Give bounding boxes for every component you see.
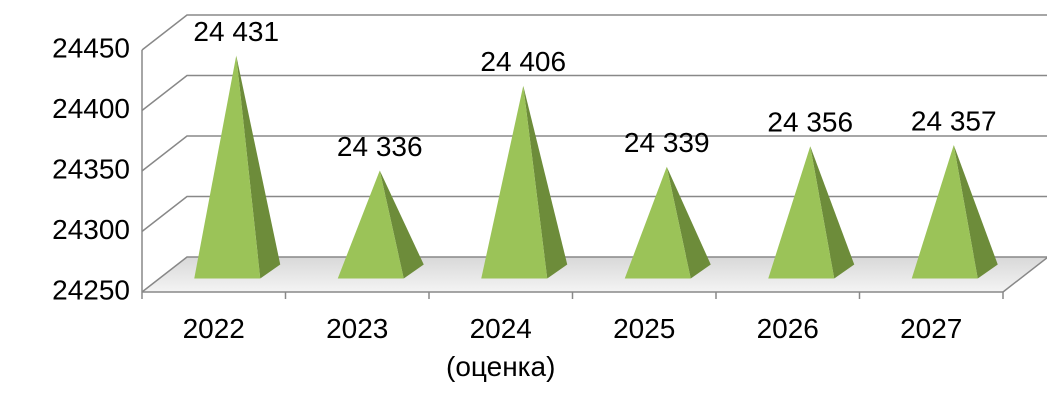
grid-line (141, 14, 1047, 51)
y-tick-label: 24300 (52, 214, 130, 245)
value-label: 24 431 (193, 16, 279, 47)
y-tick-label: 24450 (52, 32, 130, 63)
x-tick-label: 2027 (900, 313, 963, 344)
y-tick-label: 24400 (52, 93, 130, 124)
value-label: 24 406 (480, 46, 566, 77)
grid-line (141, 135, 1047, 172)
pyramid-front (624, 166, 691, 279)
pyramid-front (481, 85, 548, 279)
pyramid (194, 55, 281, 279)
value-label: 24 356 (767, 107, 853, 138)
grid-line (141, 195, 1047, 233)
pyramid-front (194, 55, 261, 279)
pyramid-side (953, 145, 998, 279)
x-tick-label: 2023 (326, 313, 389, 344)
floor-edge (1002, 256, 1047, 293)
pyramid-front (768, 146, 835, 279)
x-tick-label: 2024 (оценка) (446, 313, 556, 382)
y-tick-label: 24350 (52, 153, 130, 184)
pyramid-side (523, 85, 568, 279)
pyramid-side (236, 55, 281, 279)
pyramid (911, 145, 998, 279)
value-label: 24 336 (337, 131, 423, 162)
pyramid-front (337, 170, 404, 279)
pyramid-side (379, 170, 424, 279)
pyramid-front (911, 145, 978, 279)
pyramid-side (810, 146, 855, 279)
pyramid (624, 166, 711, 279)
pyramid-side (666, 166, 711, 279)
x-tick-label: 2022 (182, 313, 245, 344)
pyramid (768, 146, 855, 279)
x-tick-label: 2026 (756, 313, 819, 344)
value-label: 24 339 (624, 127, 710, 158)
grid-line (141, 74, 1047, 112)
grid-line (141, 256, 1047, 293)
value-label: 24 357 (911, 105, 997, 136)
pyramid (481, 85, 568, 279)
x-tick-label: 2025 (613, 313, 676, 344)
y-tick-label: 24250 (52, 274, 130, 305)
pyramid (337, 170, 424, 279)
